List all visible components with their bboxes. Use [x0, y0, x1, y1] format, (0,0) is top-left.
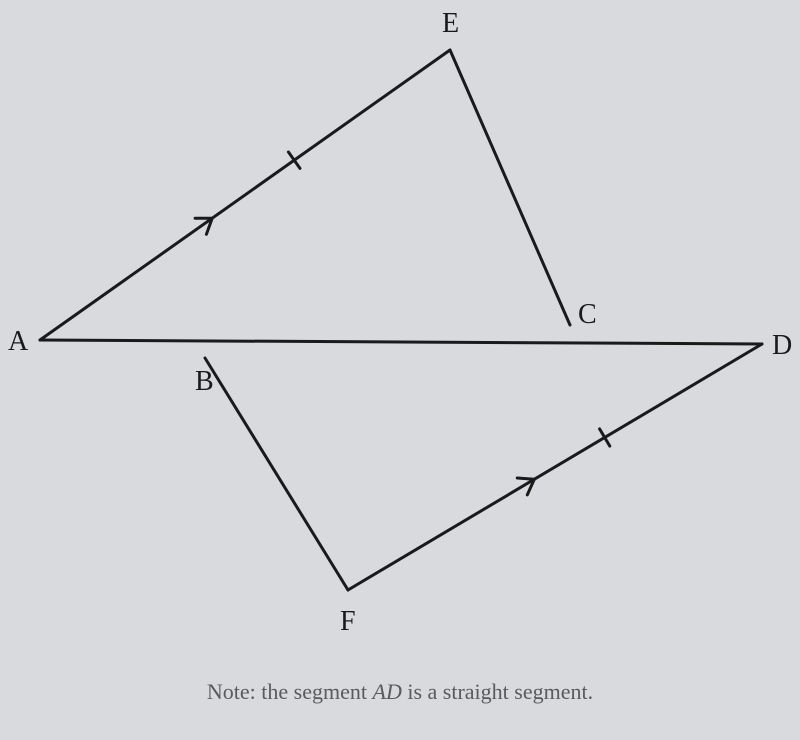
geometry-diagram: A B C D E F Note: the segment AD is a st…	[0, 0, 800, 740]
vertex-label-a: A	[8, 326, 28, 358]
vertex-label-d: D	[772, 330, 792, 362]
diagram-svg	[0, 0, 800, 740]
vertex-label-e: E	[442, 8, 459, 40]
note-suffix: is a straight segment.	[402, 679, 593, 704]
vertex-label-c: C	[578, 299, 597, 331]
diagram-note: Note: the segment AD is a straight segme…	[0, 679, 800, 705]
vertex-label-b: B	[195, 366, 214, 398]
note-prefix: Note: the segment	[207, 679, 373, 704]
vertex-label-f: F	[340, 606, 356, 638]
note-segment: AD	[373, 679, 402, 704]
